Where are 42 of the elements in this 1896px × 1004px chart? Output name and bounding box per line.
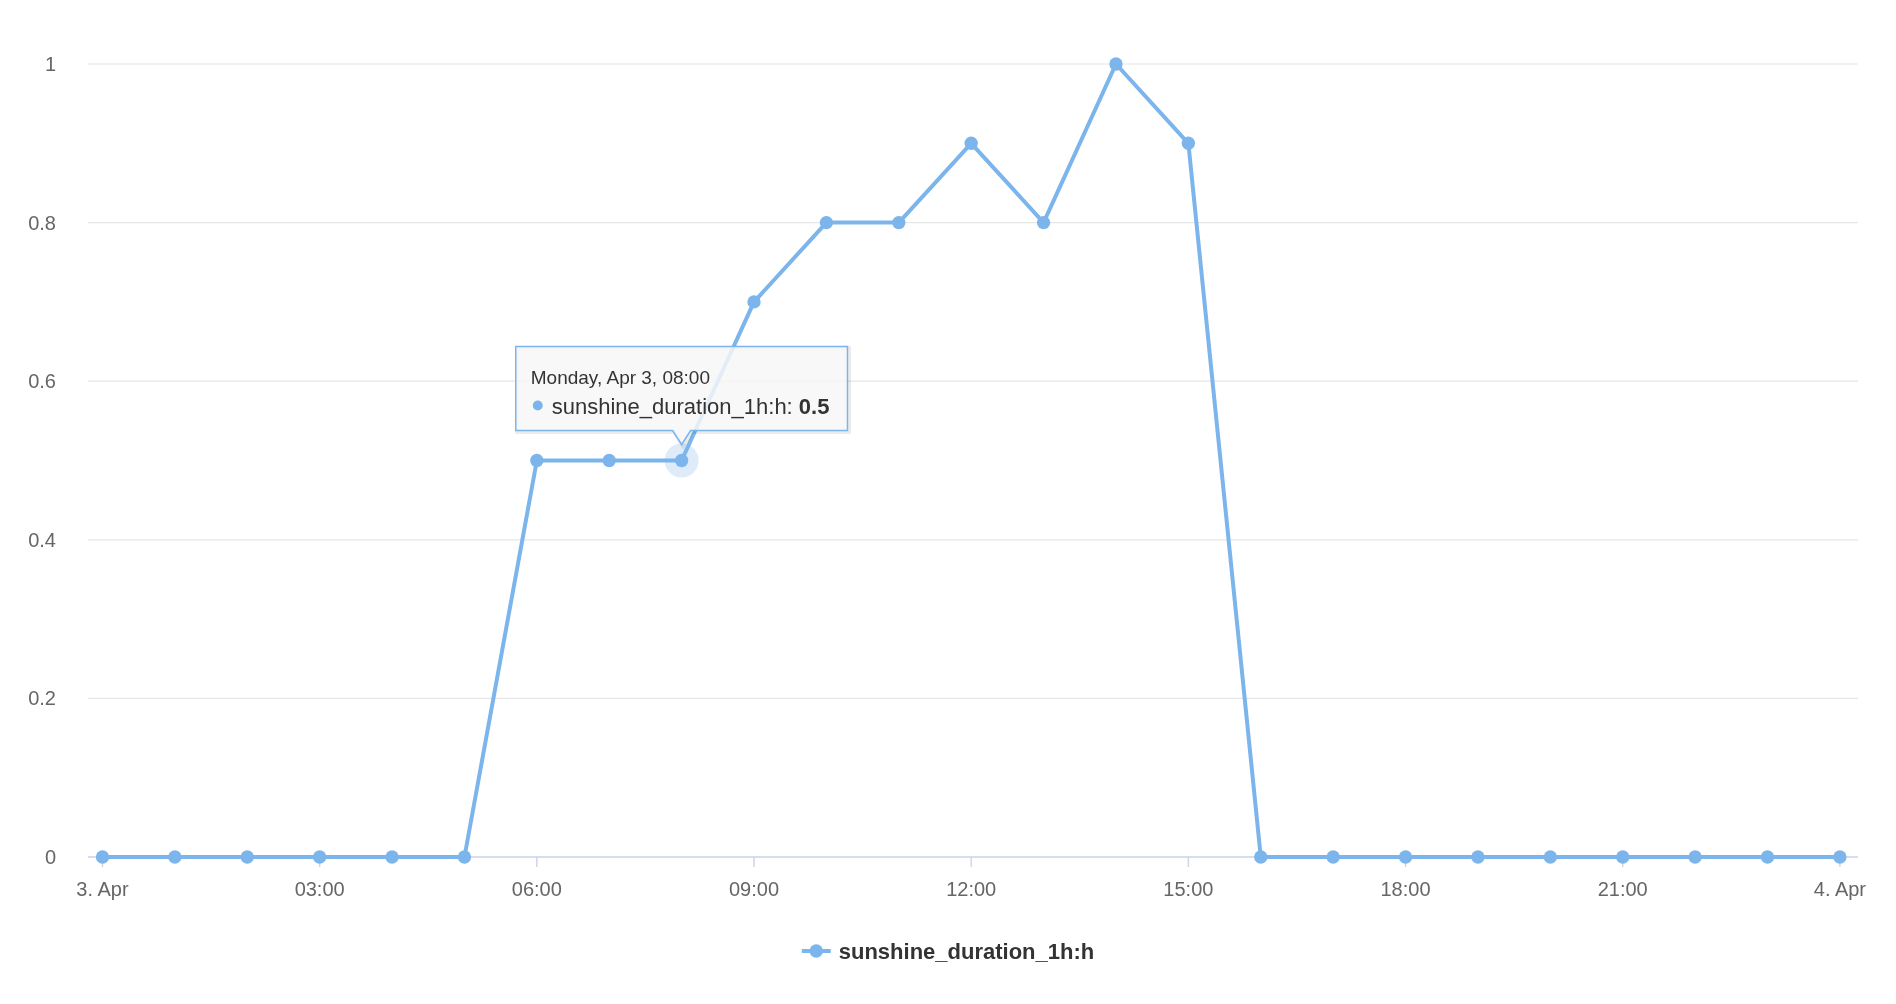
y-tick-label: 0.6 [28, 370, 56, 393]
x-tick-label: 3. Apr [76, 878, 129, 900]
point [95, 850, 110, 864]
x-tick-label: 12:00 [946, 878, 997, 900]
x-tick-label: 03:00 [294, 878, 345, 900]
point [1109, 57, 1123, 71]
y-tick-label: 0 [44, 846, 56, 868]
legend-label: sunshine_duration_1h:h [838, 938, 1095, 964]
point [1398, 850, 1413, 864]
point [892, 215, 906, 230]
point [457, 850, 472, 864]
point [530, 453, 544, 468]
x-tick-label: 09:00 [728, 878, 780, 900]
point [747, 295, 761, 309]
y-tick-label: 1 [44, 53, 56, 75]
x-tick-label: 21:00 [1597, 878, 1648, 900]
point [1036, 215, 1051, 230]
point [240, 850, 254, 864]
x-tick-label: 15:00 [1163, 878, 1214, 900]
x-tick-label: 18:00 [1380, 878, 1431, 900]
point [819, 215, 834, 230]
annotation: Monday, Apr 3, 08:00 [530, 366, 710, 388]
y-tick-label: 0.4 [28, 528, 56, 551]
point [1543, 850, 1558, 864]
x-tick-label: 4. Apr [1813, 878, 1867, 900]
point [602, 453, 616, 468]
y-tick-label: 0.2 [28, 687, 56, 710]
point [1833, 850, 1847, 864]
point [1688, 850, 1702, 864]
point [964, 136, 978, 150]
x-tick-label: 06:00 [511, 878, 562, 900]
point [168, 850, 182, 864]
point [1760, 850, 1775, 864]
point [385, 850, 399, 864]
point [312, 850, 327, 864]
point [1616, 850, 1630, 864]
point [1181, 136, 1196, 150]
y-tick-label: 0.8 [28, 211, 56, 234]
point [1254, 850, 1268, 864]
annotation: sunshine_duration_1h:h: 0.5 [551, 393, 830, 419]
point [1471, 850, 1485, 864]
point [1326, 850, 1340, 864]
